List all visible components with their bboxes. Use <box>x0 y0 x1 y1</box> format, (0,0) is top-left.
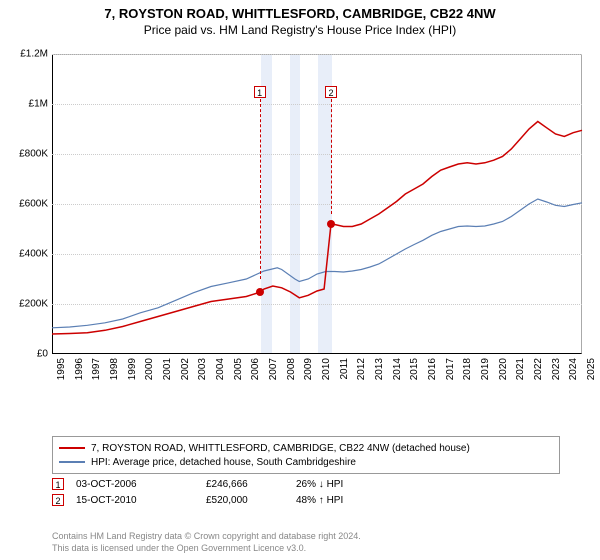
marker-index-box: 1 <box>254 86 266 98</box>
series-line <box>52 122 582 335</box>
legend-row: HPI: Average price, detached house, Sout… <box>59 455 553 469</box>
x-axis-label: 2005 <box>233 358 244 388</box>
x-axis-label: 2000 <box>144 358 155 388</box>
marker-line <box>260 99 261 279</box>
x-axis-label: 2003 <box>197 358 208 388</box>
chart-title: 7, ROYSTON ROAD, WHITTLESFORD, CAMBRIDGE… <box>0 6 600 21</box>
series-lines <box>12 48 584 356</box>
x-axis-label: 1995 <box>56 358 67 388</box>
x-axis-label: 2006 <box>250 358 261 388</box>
marker-index-box: 2 <box>325 86 337 98</box>
chart-container: { "title": { "main": "7, ROYSTON ROAD, W… <box>0 0 600 560</box>
chart-area: £0£200K£400K£600K£800K£1M£1.2M1995199619… <box>12 48 588 398</box>
x-axis-label: 2009 <box>303 358 314 388</box>
x-axis-label: 2010 <box>321 358 332 388</box>
series-line <box>52 199 582 328</box>
x-axis-label: 2011 <box>339 358 350 388</box>
x-axis-label: 2001 <box>162 358 173 388</box>
legend: 7, ROYSTON ROAD, WHITTLESFORD, CAMBRIDGE… <box>52 436 560 474</box>
x-axis-label: 2015 <box>409 358 420 388</box>
x-axis-label: 1998 <box>109 358 120 388</box>
x-axis-label: 2025 <box>586 358 597 388</box>
event-row: 1 03-OCT-2006£246,66626% ↓ HPI <box>52 478 560 490</box>
legend-swatch <box>59 447 85 449</box>
marker-line <box>331 99 332 214</box>
x-axis-label: 1997 <box>91 358 102 388</box>
x-axis-label: 2014 <box>392 358 403 388</box>
event-pct: 48% ↑ HPI <box>296 495 396 506</box>
x-axis-label: 2008 <box>286 358 297 388</box>
sale-point-marker <box>327 220 335 228</box>
x-axis-label: 2013 <box>374 358 385 388</box>
x-axis-label: 2019 <box>480 358 491 388</box>
sale-point-marker <box>256 288 264 296</box>
event-row: 2 15-OCT-2010£520,00048% ↑ HPI <box>52 494 560 506</box>
x-axis-label: 2023 <box>551 358 562 388</box>
chart-subtitle: Price paid vs. HM Land Registry's House … <box>0 23 600 37</box>
footer-attribution: Contains HM Land Registry data © Crown c… <box>52 530 361 554</box>
event-index-box: 2 <box>52 494 64 506</box>
event-index-box: 1 <box>52 478 64 490</box>
event-date: 03-OCT-2006 <box>76 479 206 490</box>
event-pct: 26% ↓ HPI <box>296 479 396 490</box>
legend-row: 7, ROYSTON ROAD, WHITTLESFORD, CAMBRIDGE… <box>59 441 553 455</box>
x-axis-label: 2007 <box>268 358 279 388</box>
x-axis-label: 2002 <box>180 358 191 388</box>
legend-label: HPI: Average price, detached house, Sout… <box>91 457 356 468</box>
event-list: 1 03-OCT-2006£246,66626% ↓ HPI 2 15-OCT-201… <box>52 478 560 510</box>
x-axis-label: 2024 <box>568 358 579 388</box>
x-axis-label: 2018 <box>462 358 473 388</box>
x-axis-label: 2017 <box>445 358 456 388</box>
x-axis-label: 2022 <box>533 358 544 388</box>
x-axis-label: 2012 <box>356 358 367 388</box>
event-price: £520,000 <box>206 495 296 506</box>
x-axis-label: 2021 <box>515 358 526 388</box>
legend-label: 7, ROYSTON ROAD, WHITTLESFORD, CAMBRIDGE… <box>91 443 470 454</box>
x-axis-label: 1999 <box>127 358 138 388</box>
event-price: £246,666 <box>206 479 296 490</box>
title-block: 7, ROYSTON ROAD, WHITTLESFORD, CAMBRIDGE… <box>0 0 600 37</box>
x-axis-label: 2016 <box>427 358 438 388</box>
footer-line2: This data is licensed under the Open Gov… <box>52 542 361 554</box>
footer-line1: Contains HM Land Registry data © Crown c… <box>52 530 361 542</box>
x-axis-label: 2004 <box>215 358 226 388</box>
event-date: 15-OCT-2010 <box>76 495 206 506</box>
x-axis-label: 1996 <box>74 358 85 388</box>
legend-swatch <box>59 461 85 463</box>
x-axis-label: 2020 <box>498 358 509 388</box>
